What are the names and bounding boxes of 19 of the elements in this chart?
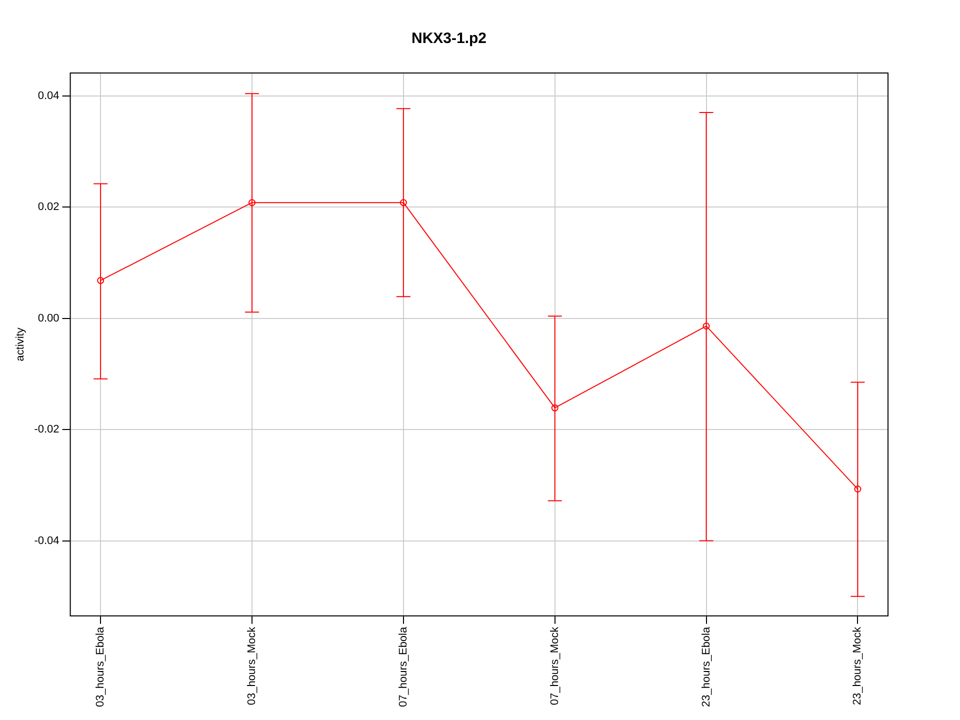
- y-tick-label: 0.00: [38, 312, 60, 324]
- point: [854, 486, 862, 493]
- point: [248, 199, 256, 206]
- point: [400, 199, 407, 206]
- x-tick-label: 23_hours_Mock: [852, 626, 864, 706]
- x-tick-label: 07_hours_Mock: [548, 626, 561, 706]
- point: [97, 276, 104, 284]
- x-tick-label: 03_hours_Mock: [246, 626, 258, 706]
- point: [551, 404, 558, 412]
- y-tick-label: -0.02: [34, 424, 60, 436]
- y-tick-label: 0.04: [38, 90, 60, 102]
- y-tick-label: 0.02: [38, 201, 60, 214]
- x-tick-label: 07_hours_Ebola: [397, 626, 410, 708]
- point: [702, 322, 710, 330]
- y-axis-title: activity: [14, 327, 27, 362]
- chart-title: NKX3-1.p2: [411, 30, 487, 48]
- x-tick-label: 23_hours_Ebola: [700, 626, 712, 708]
- y-tick-label: -0.04: [34, 534, 60, 547]
- x-tick-label: 03_hours_Ebola: [94, 626, 107, 708]
